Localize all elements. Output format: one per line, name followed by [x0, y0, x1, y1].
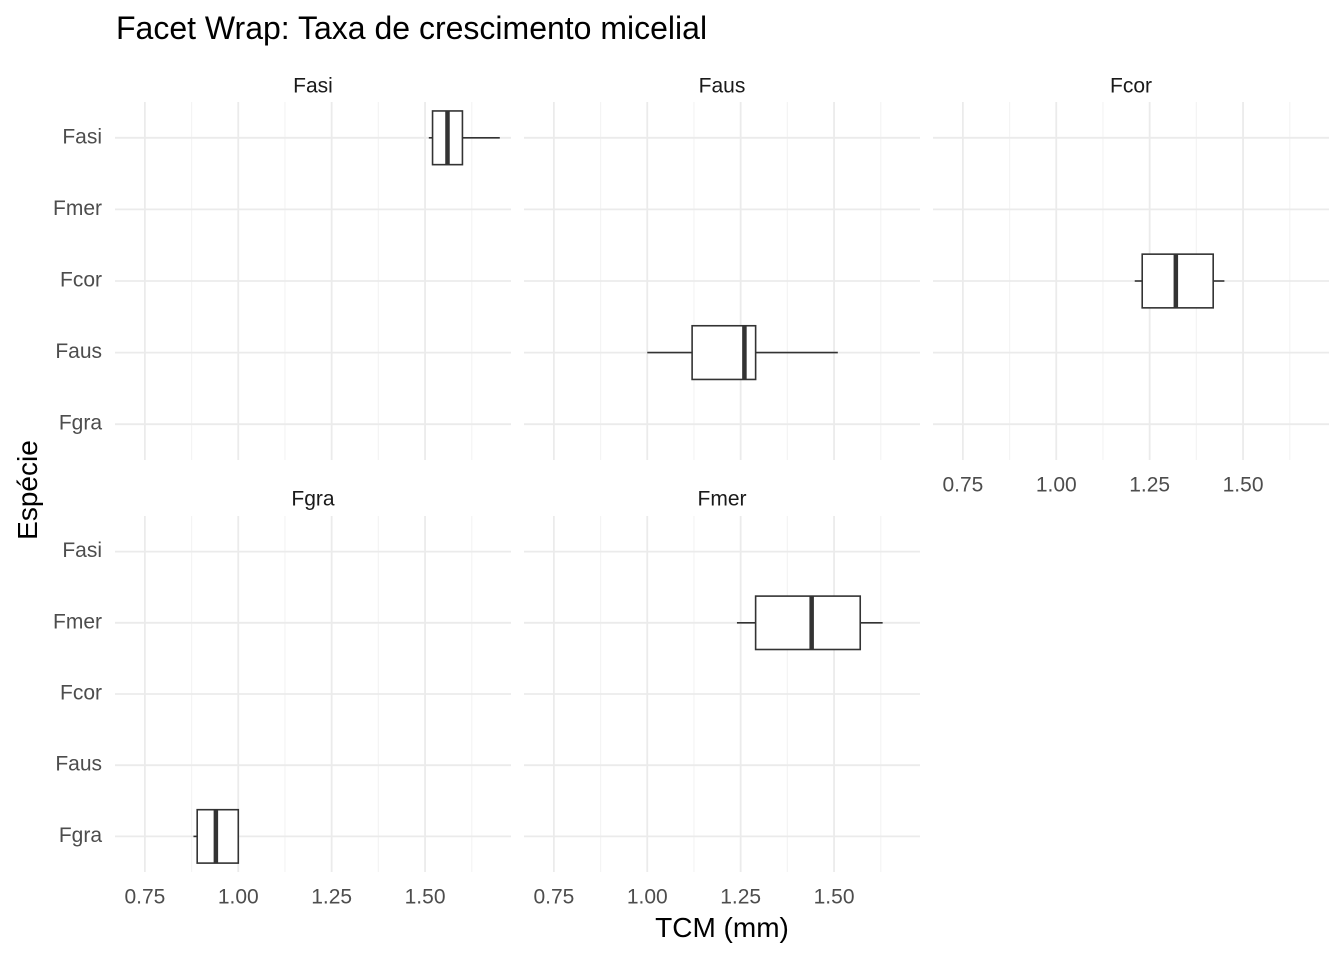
facet-strip-label-fgra: Fgra — [291, 488, 335, 511]
facet-strip-label-faus: Faus — [699, 75, 746, 98]
x-tick-label: 1.25 — [1129, 474, 1170, 497]
x-axis-label: TCM (mm) — [655, 912, 789, 943]
x-tick-label: 0.75 — [124, 886, 165, 909]
x-tick-label: 0.75 — [533, 886, 574, 909]
box-fmer — [754, 595, 862, 651]
y-tick-label: Fcor — [60, 269, 102, 292]
y-tick-label: Fgra — [59, 412, 103, 435]
y-axis-label: Espécie — [12, 440, 43, 540]
x-tick-label: 1.00 — [627, 886, 668, 909]
x-tick-label: 1.00 — [1036, 474, 1077, 497]
y-tick-label: Fgra — [59, 824, 103, 847]
y-tick-label: Fasi — [62, 539, 102, 562]
y-tick-label: Fasi — [62, 125, 102, 148]
y-tick-label: Fmer — [53, 197, 102, 220]
x-tick-label: 1.50 — [814, 886, 855, 909]
x-tick-label: 1.50 — [1223, 474, 1264, 497]
x-tick-label: 1.25 — [720, 886, 761, 909]
x-tick-label: 1.50 — [405, 886, 446, 909]
y-tick-label: Faus — [55, 340, 102, 363]
y-tick-label: Fmer — [53, 610, 102, 633]
x-tick-label: 1.25 — [311, 886, 352, 909]
y-tick-label: Faus — [55, 753, 102, 776]
facet-strip-label-fcor: Fcor — [1110, 75, 1152, 98]
x-tick-label: 1.00 — [218, 886, 259, 909]
chart-title: Facet Wrap: Taxa de crescimento micelial — [116, 10, 708, 46]
facet-strip-label-fasi: Fasi — [293, 75, 333, 98]
y-tick-label: Fcor — [60, 682, 102, 705]
x-tick-label: 0.75 — [942, 474, 983, 497]
facet-strip-label-fmer: Fmer — [698, 488, 747, 511]
